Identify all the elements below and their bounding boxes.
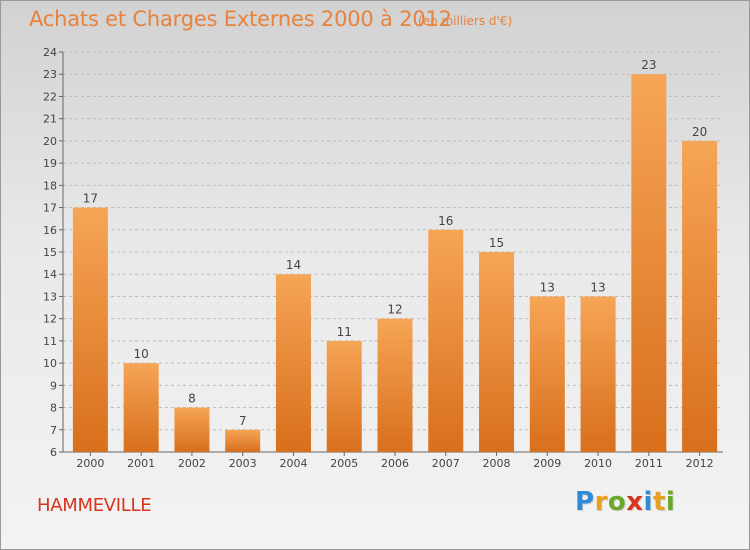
data-label: 7 [239,414,247,428]
y-tick-label: 21 [43,113,57,126]
bar-2001 [123,363,159,452]
bar-2012 [682,140,718,452]
y-tick-label: 18 [43,179,57,192]
x-tick-label: 2006 [381,457,409,470]
y-tick-label: 23 [43,68,57,81]
data-label: 8 [188,392,196,406]
y-tick-label: 12 [43,313,57,326]
y-tick-label: 22 [43,90,57,103]
x-tick-label: 2007 [432,457,460,470]
x-tick-label: 2001 [127,457,155,470]
logo-letter: r [594,487,608,517]
x-tick-label: 2005 [330,457,358,470]
x-tick-label: 2000 [76,457,104,470]
bar-2002 [174,407,210,452]
bar-2006 [377,318,413,452]
chart-title: Achats et Charges Externes 2000 à 2012 [29,7,452,31]
x-tick-label: 2010 [584,457,612,470]
data-label: 23 [641,58,656,72]
commune-name: HAMMEVILLE [37,495,152,516]
y-tick-label: 14 [43,268,57,281]
x-tick-label: 2004 [279,457,307,470]
y-tick-label: 15 [43,246,57,259]
bar-2008 [479,252,515,452]
y-tick-label: 24 [43,46,57,59]
proxiti-logo: Proxiti [575,487,675,517]
x-tick-label: 2009 [533,457,561,470]
logo-letter: x [626,487,644,517]
data-label: 17 [83,192,98,206]
bar-2003 [225,429,261,452]
data-label: 13 [540,280,555,294]
data-label: 15 [489,236,504,250]
data-label: 10 [134,347,149,361]
data-label: 16 [438,214,453,228]
data-label: 20 [692,125,707,139]
data-label: 14 [286,258,301,272]
bar-2010 [580,296,616,452]
y-tick-label: 16 [43,224,57,237]
data-label: 12 [387,303,402,317]
x-tick-label: 2003 [229,457,257,470]
data-label: 13 [590,280,605,294]
bar-2011 [631,74,667,452]
y-tick-label: 8 [50,402,57,415]
x-tick-label: 2011 [635,457,663,470]
labels: 6 7 8 9 10 11 12 13 14 15 16 17 18 19 20 21 22 23 24 17 2000… [43,46,714,470]
bar-2009 [529,296,565,452]
logo-letter: i [643,487,653,517]
logo-letter: o [607,487,627,517]
logo-letter: i [665,487,676,517]
y-tick-label: 19 [43,157,57,170]
y-tick-label: 9 [50,379,57,392]
data-label: 11 [337,325,352,339]
x-tick-label: 2002 [178,457,206,470]
x-tick-label: 2008 [483,457,511,470]
y-tick-label: 13 [43,290,57,303]
y-tick-label: 11 [43,335,57,348]
y-tick-label: 7 [50,424,57,437]
bar-2004 [275,274,311,452]
logo-letter: t [652,487,666,517]
x-tick-label: 2012 [686,457,714,470]
y-tick-label: 17 [43,202,57,215]
logo-letter: P [575,487,595,517]
chart-unit: (en milliers d'€) [418,14,513,28]
y-tick-label: 6 [50,446,57,459]
bar-2005 [326,340,362,452]
bar-2007 [428,229,464,452]
bar-2000 [72,207,108,452]
bars [72,74,718,452]
y-tick-label: 20 [43,135,57,148]
y-tick-label: 10 [43,357,57,370]
